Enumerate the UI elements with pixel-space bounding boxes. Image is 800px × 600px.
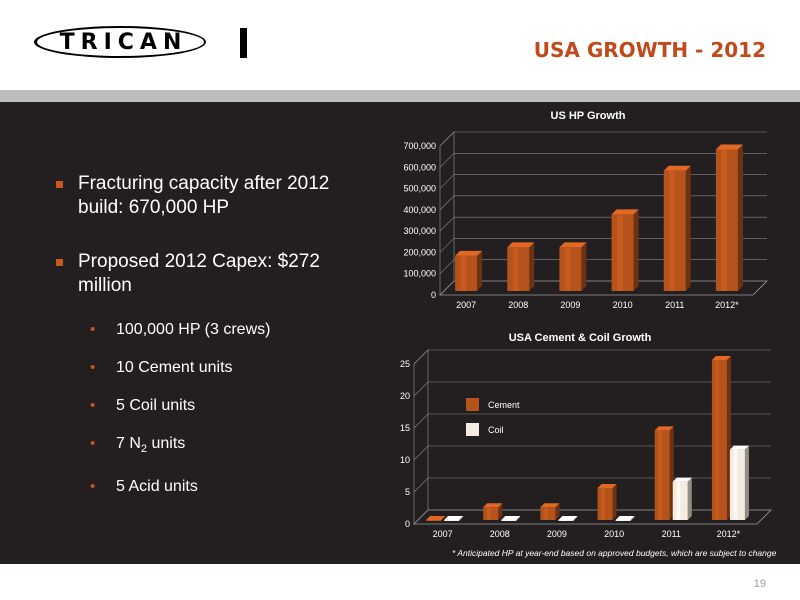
- bar-coil-2010: [615, 516, 635, 521]
- legend-swatch: [466, 423, 479, 436]
- bullet-item: Fracturing capacity after 2012 build: 67…: [52, 172, 352, 220]
- legend-label: Cement: [488, 400, 520, 410]
- gridline: [413, 349, 771, 365]
- cement-coil-svg: 0 5 10 15 20 25 2007 2008 2009 2010 2011 2012* Cemen…: [400, 349, 772, 539]
- x-tick-label: 2007: [456, 300, 476, 310]
- bar-series-2012*: [715, 144, 743, 291]
- gridline: [439, 238, 767, 253]
- logo-bar: [240, 28, 247, 58]
- bar-series-2011: [663, 165, 691, 291]
- bar-coil-2008: [501, 516, 521, 521]
- bullet-item: Proposed 2012 Capex: $272 million: [52, 250, 352, 298]
- y-tick-label: 400,000: [403, 205, 436, 215]
- bar-cement-2011: [654, 426, 674, 520]
- gridline: [439, 131, 767, 147]
- x-tick-label: 2009: [547, 529, 567, 539]
- bar-cement-2012*: [711, 356, 731, 520]
- y-tick-label: 10: [400, 455, 410, 465]
- y-tick-label: 25: [400, 359, 410, 369]
- bar-series-2008: [507, 242, 535, 291]
- gridline: [439, 174, 767, 189]
- bullet-text: Proposed 2012 Capex: $272 million: [78, 251, 320, 296]
- gridline: [439, 216, 767, 232]
- legend-label: Coil: [488, 425, 504, 435]
- footnote: * Anticipated HP at year-end based on ap…: [452, 548, 777, 558]
- header-divider: [0, 90, 800, 102]
- square-bullet-icon: [56, 181, 63, 188]
- x-tick-label: 2011: [665, 300, 684, 310]
- back-wall: [413, 349, 429, 525]
- x-tick-label: 2008: [508, 300, 528, 310]
- x-tick-label: 2012*: [715, 300, 739, 310]
- slide-header: TRICAN USA GROWTH - 2012: [0, 0, 800, 90]
- bar-series-2009: [559, 242, 587, 291]
- x-tick-label: 2008: [490, 529, 510, 539]
- bullet-text: Fracturing capacity after 2012 build: 67…: [78, 173, 330, 218]
- bar-series-2010: [611, 209, 639, 291]
- x-tick-label: 2011: [662, 529, 681, 539]
- gridline: [439, 259, 767, 274]
- x-tick-label: 2012*: [717, 529, 741, 539]
- dot-bullet-icon: •: [90, 397, 96, 414]
- x-tick-label: 2010: [604, 529, 624, 539]
- trican-logo: TRICAN: [34, 26, 247, 62]
- legend-swatch: [466, 398, 479, 411]
- bar-coil-2009: [558, 516, 578, 521]
- dot-bullet-icon: •: [90, 435, 96, 452]
- gridline: [413, 381, 771, 397]
- square-bullet-icon: [56, 259, 63, 266]
- y-tick-label: 0: [431, 290, 436, 300]
- cement-coil-chart: USA Cement & Coil Growth 0 5 10 15 20 25 2007 2…: [382, 326, 778, 548]
- y-tick-label: 500,000: [403, 184, 436, 194]
- chart-title: USA Cement & Coil Growth: [508, 332, 652, 344]
- bar-cement-2007: [426, 516, 446, 521]
- dot-bullet-icon: •: [90, 359, 96, 376]
- x-tick-label: 2010: [613, 300, 633, 310]
- y-tick-label: 5: [405, 487, 410, 497]
- y-tick-label: 20: [400, 391, 410, 401]
- slide-footer: [0, 564, 800, 600]
- bar-cement-2010: [597, 484, 617, 520]
- page-number: 19: [753, 578, 766, 590]
- gridline: [439, 152, 767, 168]
- bar-series-2007: [455, 250, 483, 291]
- y-tick-label: 200,000: [403, 247, 436, 257]
- x-tick-label: 2007: [433, 529, 453, 539]
- sub-bullet-item: • 5 Coil units: [52, 396, 352, 416]
- slide-title: USA GROWTH - 2012: [533, 38, 766, 62]
- x-tick-label: 2009: [560, 300, 580, 310]
- sub-bullet-text: 10 Cement units: [116, 359, 233, 376]
- y-tick-label: 100,000: [403, 269, 436, 279]
- bar-cement-2008: [483, 503, 503, 520]
- sub-bullet-text: 100,000 HP (3 crews): [116, 321, 271, 338]
- chart-title: US HP Growth: [550, 110, 626, 122]
- y-tick-label: 300,000: [403, 226, 436, 236]
- sub-bullet-item: • 7 N2 units: [52, 434, 352, 459]
- back-wall: [439, 131, 455, 296]
- sub-bullet-text: 5 Coil units: [116, 397, 196, 414]
- bar-coil-2007: [444, 516, 464, 521]
- sub-bullet-item: • 100,000 HP (3 crews): [52, 320, 352, 340]
- sub-bullet-text: 5 Acid units: [116, 478, 198, 496]
- bar-coil-2011: [672, 477, 692, 520]
- bullet-list: Fracturing capacity after 2012 build: 67…: [52, 172, 352, 515]
- y-tick-label: 15: [400, 423, 410, 433]
- y-tick-label: 0: [405, 519, 410, 529]
- gridline: [439, 195, 767, 211]
- hp-growth-chart: US HP Growth 0 100,000 200,000 300,000 400,0…: [398, 104, 778, 322]
- bar-coil-2012*: [729, 445, 749, 520]
- sub-bullet-item: • 5 Acid units: [52, 477, 352, 497]
- bar-cement-2009: [540, 503, 560, 520]
- y-tick-label: 700,000: [403, 141, 436, 151]
- dot-bullet-icon: •: [90, 478, 96, 496]
- hp-growth-svg: 0 100,000 200,000 300,000 400,000 500,000 600,…: [403, 131, 768, 310]
- gridline: [439, 280, 767, 296]
- dot-bullet-icon: •: [90, 321, 96, 338]
- sub-bullet-text: 7 N2 units: [116, 435, 186, 456]
- y-tick-label: 600,000: [403, 162, 436, 172]
- gridline: [413, 413, 771, 429]
- logo-text: TRICAN: [34, 26, 206, 58]
- sub-bullet-item: • 10 Cement units: [52, 358, 352, 378]
